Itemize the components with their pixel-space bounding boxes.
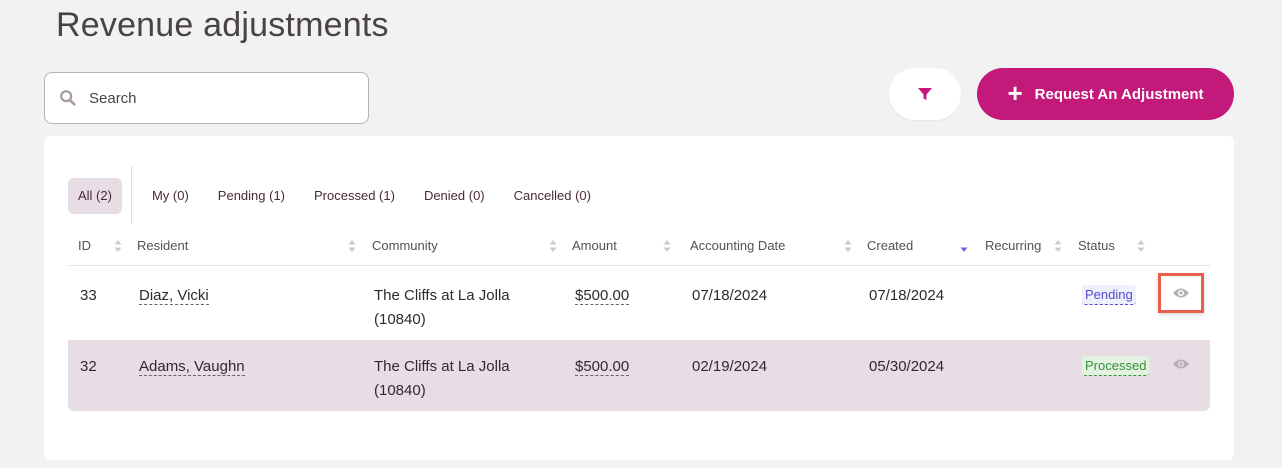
sort-icon[interactable]	[844, 239, 852, 253]
eye-icon	[1173, 288, 1189, 298]
request-adjustment-label: Request An Adjustment	[1034, 85, 1204, 103]
sort-icon[interactable]	[549, 239, 557, 253]
column-header-resident[interactable]: Resident	[137, 238, 189, 253]
sort-icon[interactable]	[114, 239, 122, 253]
sort-desc-icon[interactable]	[960, 239, 968, 253]
tab-divider	[130, 166, 132, 224]
tab-pending[interactable]: Pending (1)	[217, 188, 286, 203]
column-header-amount[interactable]: Amount	[572, 238, 617, 253]
status-badge[interactable]: Processed	[1082, 356, 1150, 376]
sort-icon[interactable]	[348, 239, 356, 253]
view-button[interactable]	[1158, 273, 1204, 313]
column-header-recurring[interactable]: Recurring	[985, 238, 1042, 253]
table-row: 33 Diaz, Vicki The Cliffs at La Jolla (1…	[68, 269, 1210, 340]
search-input[interactable]	[89, 89, 339, 107]
amount-value[interactable]: $500.00	[575, 287, 630, 305]
tab-denied[interactable]: Denied (0)	[423, 188, 485, 203]
tab-processed[interactable]: Processed (1)	[314, 188, 395, 203]
created-date: 05/30/2024	[869, 358, 945, 375]
column-header-status[interactable]: Status	[1078, 238, 1115, 253]
status-badge[interactable]: Pending	[1082, 285, 1136, 305]
adjustments-card: All (2) My (0) Pending (1) Processed (1)…	[44, 136, 1234, 460]
plus-icon: +	[1007, 77, 1023, 108]
tab-all[interactable]: All (2)	[68, 178, 122, 214]
filter-button[interactable]	[889, 68, 961, 120]
row-id: 33	[80, 287, 97, 304]
column-header-created[interactable]: Created	[867, 238, 914, 253]
sort-icon[interactable]	[1137, 239, 1145, 253]
column-header-accounting-date[interactable]: Accounting Date	[690, 238, 786, 253]
sort-icon[interactable]	[663, 239, 671, 253]
amount-value[interactable]: $500.00	[575, 358, 630, 376]
accounting-date: 07/18/2024	[692, 287, 768, 304]
resident-link[interactable]: Diaz, Vicki	[139, 287, 209, 305]
column-header-id[interactable]: ID	[78, 238, 91, 253]
table-row: 32 Adams, Vaughn The Cliffs at La Jolla …	[68, 340, 1210, 411]
table-header: ID Resident Community Amount Accounting …	[68, 230, 1210, 266]
created-date: 07/18/2024	[869, 287, 945, 304]
sort-icon[interactable]	[1054, 239, 1062, 253]
view-button[interactable]	[1158, 344, 1204, 384]
search-box[interactable]	[44, 72, 369, 124]
row-id: 32	[80, 358, 97, 375]
eye-icon	[1173, 359, 1189, 369]
accounting-date: 02/19/2024	[692, 358, 768, 375]
community-code: (10840)	[374, 311, 426, 328]
page-title: Revenue adjustments	[56, 6, 389, 44]
tab-cancelled[interactable]: Cancelled (0)	[513, 188, 591, 203]
community-name: The Cliffs at La Jolla	[374, 358, 510, 375]
community-code: (10840)	[374, 382, 426, 399]
community-name: The Cliffs at La Jolla	[374, 287, 510, 304]
status-tabs: All (2) My (0) Pending (1) Processed (1)…	[68, 166, 610, 224]
column-header-community[interactable]: Community	[372, 238, 438, 253]
resident-link[interactable]: Adams, Vaughn	[139, 358, 245, 376]
search-icon	[60, 90, 76, 106]
request-adjustment-button[interactable]: + Request An Adjustment	[977, 68, 1234, 120]
filter-icon	[918, 88, 932, 100]
tab-my[interactable]: My (0)	[151, 188, 189, 203]
